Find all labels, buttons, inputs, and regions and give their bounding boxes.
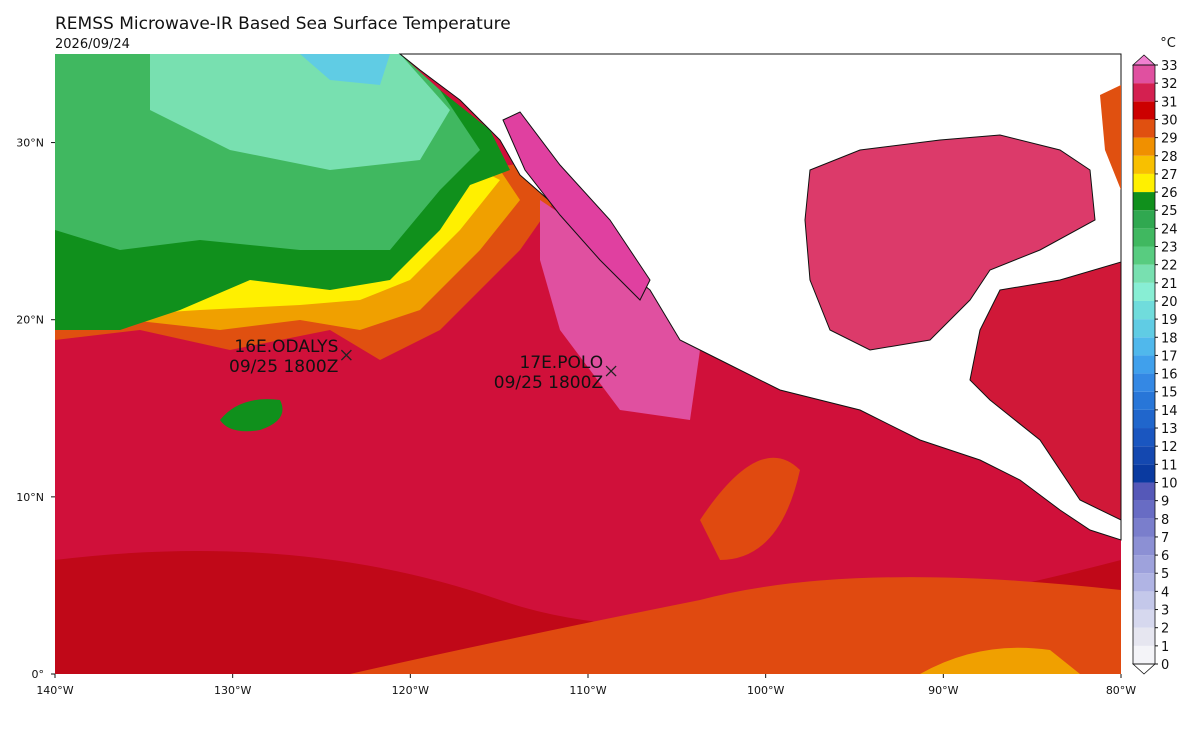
colorbar-segment <box>1133 137 1155 156</box>
colorbar-tick-label: 16 <box>1161 368 1178 383</box>
colorbar-segment <box>1133 300 1155 320</box>
x-tick-label: 110°W <box>569 684 606 697</box>
y-tick-label: 30°N <box>16 137 44 150</box>
storm-marker <box>340 349 352 361</box>
y-tick-label: 0° <box>32 668 45 681</box>
colorbar-tick-label: 32 <box>1161 77 1178 92</box>
colorbar-tick-label: 6 <box>1161 549 1169 564</box>
colorbar-tick-label: 24 <box>1161 222 1178 237</box>
colorbar-segment <box>1133 228 1155 247</box>
colorbar-tick-label: 11 <box>1161 458 1178 473</box>
colorbar-tick-label: 2 <box>1161 622 1169 637</box>
storm-marker <box>605 365 617 377</box>
colorbar-segment <box>1133 101 1155 120</box>
colorbar-segment <box>1133 192 1155 211</box>
x-tick-label: 80°W <box>1106 684 1136 697</box>
colorbar-tick-label: 26 <box>1161 186 1178 201</box>
colorbar-tick-label: 18 <box>1161 331 1178 346</box>
colorbar-extend-bottom <box>1131 663 1157 675</box>
colorbar-segment <box>1133 319 1155 338</box>
colorbar-tick-label: 8 <box>1161 513 1169 528</box>
colorbar-tick-label: 28 <box>1161 150 1178 165</box>
colorbar-segment <box>1133 210 1155 229</box>
colorbar-tick-label: 10 <box>1161 476 1178 491</box>
colorbar-segment <box>1133 355 1155 374</box>
colorbar-segment <box>1133 500 1155 519</box>
x-tick-label: 130°W <box>214 684 251 697</box>
storm-time: 09/25 1800Z <box>494 373 603 393</box>
colorbar-segment <box>1133 173 1155 193</box>
y-tick-label: 10°N <box>16 491 44 504</box>
colorbar-segment <box>1133 518 1155 537</box>
colorbar-segment <box>1133 482 1155 501</box>
colorbar-tick-label: 13 <box>1161 422 1178 437</box>
colorbar-segment <box>1133 591 1155 610</box>
x-tick-label: 100°W <box>747 684 784 697</box>
colorbar-tick-label: 29 <box>1161 132 1178 147</box>
colorbar-tick-label: 19 <box>1161 313 1178 328</box>
colorbar-tick-label: 33 <box>1161 59 1178 74</box>
storm-time: 09/25 1800Z <box>229 357 338 377</box>
colorbar-tick-label: 12 <box>1161 440 1178 455</box>
colorbar-tick-label: 9 <box>1161 495 1169 510</box>
colorbar-segment <box>1133 573 1155 592</box>
colorbar-tick-label: 31 <box>1161 95 1178 110</box>
colorbar-tick-label: 25 <box>1161 204 1178 219</box>
storm-name: 17E.POLO <box>519 353 603 373</box>
colorbar-segment <box>1133 464 1155 483</box>
colorbar-tick-label: 15 <box>1161 386 1178 401</box>
colorbar-tick-label: 27 <box>1161 168 1178 183</box>
x-tick-label: 140°W <box>36 684 73 697</box>
colorbar-segment <box>1133 119 1155 138</box>
x-tick-label: 120°W <box>392 684 429 697</box>
colorbar-tick-label: 23 <box>1161 241 1178 256</box>
colorbar-segment <box>1133 428 1155 447</box>
colorbar-tick-label: 0 <box>1161 658 1169 673</box>
colorbar-segment <box>1133 609 1155 628</box>
colorbar-segment <box>1133 627 1155 646</box>
colorbar-tick-label: 22 <box>1161 259 1178 274</box>
colorbar-segment <box>1133 391 1155 410</box>
storm-name: 16E.ODALYS <box>234 337 338 357</box>
date: 2026/09/24 <box>55 37 130 52</box>
colorbar-tick-label: 4 <box>1161 585 1169 600</box>
colorbar-segment <box>1133 155 1155 174</box>
colorbar-tick-label: 30 <box>1161 113 1178 128</box>
colorbar-segment <box>1133 65 1155 84</box>
colorbar-segment <box>1133 337 1155 356</box>
colorbar-segment <box>1133 282 1155 301</box>
colorbar-tick-label: 21 <box>1161 277 1178 292</box>
colorbar-tick-label: 14 <box>1161 404 1178 419</box>
colorbar-segment <box>1133 83 1155 102</box>
colorbar-tick-label: 1 <box>1161 640 1169 655</box>
colorbar-segment <box>1133 555 1155 574</box>
colorbar-frame <box>1132 64 1156 665</box>
colorbar-tick-label: 20 <box>1161 295 1178 310</box>
y-tick-label: 20°N <box>16 314 44 327</box>
land <box>398 53 1122 541</box>
x-tick-label: 90°W <box>928 684 958 697</box>
colorbar-segment <box>1133 264 1155 283</box>
colorbar-segment <box>1133 373 1155 392</box>
colorbar-unit: °C <box>1160 36 1176 51</box>
colorbar-segment <box>1133 446 1155 465</box>
colorbar-segment <box>1133 536 1155 556</box>
colorbar-segment <box>1133 409 1155 429</box>
colorbar-tick-label: 17 <box>1161 349 1178 364</box>
colorbar-segment <box>1133 645 1155 664</box>
colorbar-tick-label: 3 <box>1161 604 1169 619</box>
colorbar-extend-top <box>1131 54 1157 66</box>
colorbar-tick-label: 5 <box>1161 567 1169 582</box>
title: REMSS Microwave-IR Based Sea Surface Tem… <box>55 14 511 34</box>
colorbar-segment <box>1133 246 1155 265</box>
colorbar-tick-label: 7 <box>1161 531 1169 546</box>
